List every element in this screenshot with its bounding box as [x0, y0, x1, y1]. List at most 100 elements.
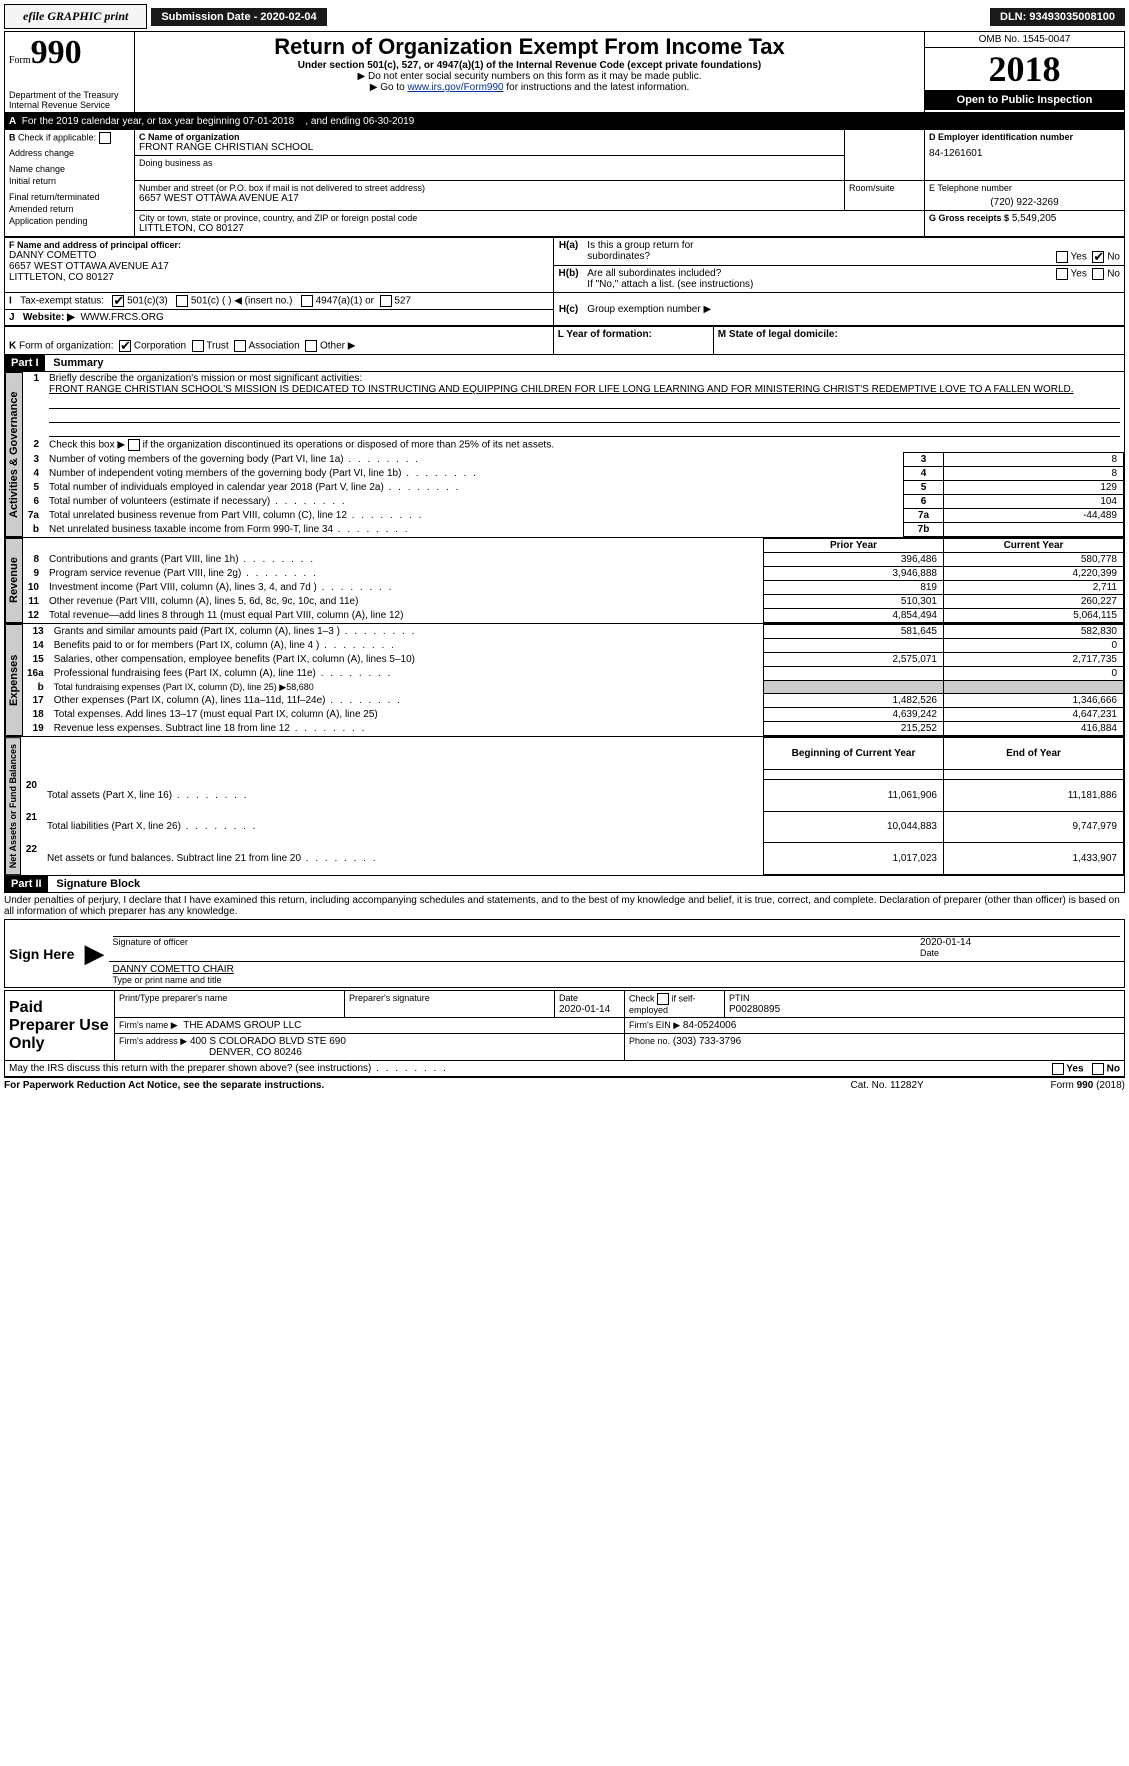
line16a-cy: 0	[944, 667, 1124, 681]
line6-value: 104	[944, 495, 1124, 509]
i-501c-checkbox[interactable]	[176, 295, 188, 307]
line22-label: Net assets or fund balances. Subtract li…	[43, 843, 764, 875]
dln-box: DLN: 93493035008100	[990, 8, 1125, 26]
i-501c3-checkbox[interactable]	[112, 295, 124, 307]
efile-print-button[interactable]: efile GRAPHIC print	[4, 4, 147, 29]
current-year-header: Current Year	[944, 539, 1124, 553]
line2-text: Check this box ▶ if the organization dis…	[45, 438, 1124, 453]
b-final: Final return/terminated	[9, 192, 130, 202]
i-4947-checkbox[interactable]	[301, 295, 313, 307]
g-label: G Gross receipts $	[929, 213, 1009, 223]
part1-title: Summary	[47, 357, 103, 369]
prep-name-label: Print/Type preparer's name	[119, 993, 227, 1003]
perjury-text: Under penalties of perjury, I declare th…	[4, 893, 1125, 919]
line10-py: 819	[764, 581, 944, 595]
line17-label: Other expenses (Part IX, column (A), lin…	[50, 694, 764, 708]
k-other-checkbox[interactable]	[305, 340, 317, 352]
ha-no-checkbox[interactable]	[1092, 251, 1104, 263]
self-employed-checkbox[interactable]	[657, 993, 669, 1005]
sign-date-label: Date	[920, 948, 939, 958]
bcy-header: Beginning of Current Year	[764, 738, 944, 770]
line12-py: 4,854,494	[764, 609, 944, 623]
b-pending: Application pending	[9, 216, 130, 226]
sign-here-block: Sign Here ▶ Signature of officer 2020-01…	[4, 919, 1125, 988]
discuss-yes-checkbox[interactable]	[1052, 1063, 1064, 1075]
k-l-m-block: K Form of organization: Corporation Trus…	[4, 326, 1125, 355]
irs-label: Internal Revenue Service	[9, 100, 130, 110]
line16a-label: Professional fundraising fees (Part IX, …	[50, 667, 764, 681]
line4-label: Number of independent voting members of …	[45, 467, 904, 481]
line9-label: Program service revenue (Part VIII, line…	[45, 567, 764, 581]
form-title: Return of Organization Exempt From Incom…	[139, 34, 920, 60]
line18-label: Total expenses. Add lines 13–17 (must eq…	[50, 708, 764, 722]
mission-text: FRONT RANGE CHRISTIAN SCHOOL'S MISSION I…	[49, 384, 1074, 395]
form-label: Form	[9, 55, 31, 66]
row-a-tax-year: A For the 2019 calendar year, or tax yea…	[4, 114, 1125, 129]
line21-eoy: 9,747,979	[944, 811, 1124, 843]
k-assoc-checkbox[interactable]	[234, 340, 246, 352]
cat-no: Cat. No. 11282Y	[851, 1080, 1051, 1091]
line20-eoy: 11,181,886	[944, 779, 1124, 811]
firm-phone-label: Phone no.	[629, 1036, 670, 1046]
irs-link[interactable]: www.irs.gov/Form990	[407, 82, 503, 93]
line12-label: Total revenue—add lines 8 through 11 (mu…	[45, 609, 764, 623]
officer-name: DANNY COMETTO	[9, 250, 549, 261]
discuss-no-checkbox[interactable]	[1092, 1063, 1104, 1075]
street-label: Number and street (or P.O. box if mail i…	[139, 183, 840, 193]
summary-activities-table: 1 Briefly describe the organization's mi…	[23, 372, 1124, 537]
dba-label: Doing business as	[139, 158, 840, 168]
line15-cy: 2,717,735	[944, 653, 1124, 667]
hb-yes-checkbox[interactable]	[1056, 268, 1068, 280]
room-label: Room/suite	[849, 183, 920, 193]
line1-label: Briefly describe the organization's miss…	[49, 373, 362, 384]
sign-date: 2020-01-14	[920, 937, 971, 948]
entity-block: B Check if applicable: Address change Na…	[4, 129, 1125, 237]
line8-label: Contributions and grants (Part VIII, lin…	[45, 553, 764, 567]
b-addr-change: Address change	[9, 148, 130, 158]
open-to-public: Open to Public Inspection	[925, 90, 1124, 110]
k-corp-checkbox[interactable]	[119, 340, 131, 352]
form-note-ssn: ▶ Do not enter social security numbers o…	[139, 71, 920, 82]
line19-cy: 416,884	[944, 722, 1124, 736]
hb-no-checkbox[interactable]	[1092, 268, 1104, 280]
firm-addr2: DENVER, CO 80246	[209, 1047, 302, 1058]
line21-bcy: 10,044,883	[764, 811, 944, 843]
prep-date: 2020-01-14	[559, 1004, 610, 1015]
firm-name: THE ADAMS GROUP LLC	[183, 1020, 301, 1031]
line13-cy: 582,830	[944, 625, 1124, 639]
website-value: WWW.FRCS.ORG	[80, 312, 163, 323]
tab-activities-governance: Activities & Governance	[5, 372, 23, 537]
line14-py	[764, 639, 944, 653]
i-527-checkbox[interactable]	[380, 295, 392, 307]
part2-tag: Part II	[5, 876, 48, 892]
summary-netassets-table: Beginning of Current YearEnd of Year 20T…	[21, 737, 1124, 875]
line18-py: 4,639,242	[764, 708, 944, 722]
c-name-label: C Name of organization	[139, 132, 840, 142]
officer-signed-name: DANNY COMETTO CHAIR	[113, 964, 1121, 975]
city-value: LITTLETON, CO 80127	[139, 223, 920, 234]
k-trust-checkbox[interactable]	[192, 340, 204, 352]
submission-date-box: Submission Date - 2020-02-04	[151, 8, 326, 26]
checkbox-applicable[interactable]	[99, 132, 111, 144]
line14-label: Benefits paid to or for members (Part IX…	[50, 639, 764, 653]
paperwork-notice: For Paperwork Reduction Act Notice, see …	[4, 1080, 851, 1091]
part1-tag: Part I	[5, 355, 45, 371]
sign-here-label: Sign Here	[5, 920, 81, 988]
tab-net-assets: Net Assets or Fund Balances	[5, 737, 21, 875]
f-label: F Name and address of principal officer:	[9, 240, 181, 250]
line2-checkbox[interactable]	[128, 439, 140, 451]
ha-yes-checkbox[interactable]	[1056, 251, 1068, 263]
line5-label: Total number of individuals employed in …	[45, 481, 904, 495]
prep-sig-label: Preparer's signature	[349, 993, 430, 1003]
line5-value: 129	[944, 481, 1124, 495]
line10-cy: 2,711	[944, 581, 1124, 595]
line7a-label: Total unrelated business revenue from Pa…	[45, 509, 904, 523]
line15-label: Salaries, other compensation, employee b…	[50, 653, 764, 667]
line6-label: Total number of volunteers (estimate if …	[45, 495, 904, 509]
omb-number: OMB No. 1545-0047	[925, 32, 1124, 48]
dept-label: Department of the Treasury	[9, 90, 130, 100]
i-label: Tax-exempt status:	[20, 296, 104, 307]
officer-city: LITTLETON, CO 80127	[9, 272, 549, 283]
hb-label: Are all subordinates included?	[587, 268, 721, 279]
footer-row: For Paperwork Reduction Act Notice, see …	[4, 1078, 1125, 1093]
